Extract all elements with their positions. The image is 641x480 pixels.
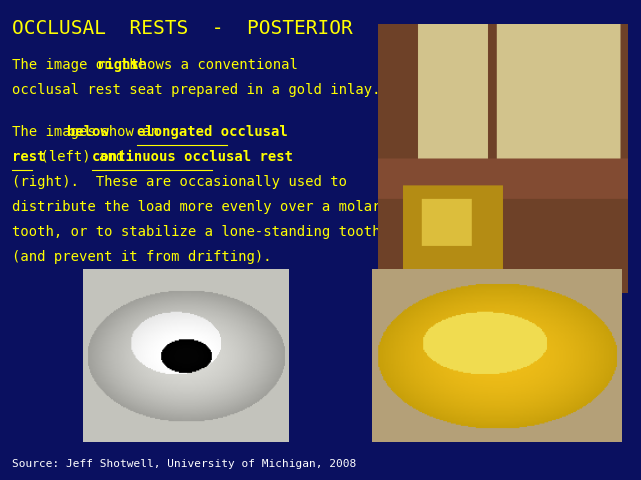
Text: (and prevent it from drifting).: (and prevent it from drifting). (12, 250, 271, 264)
Text: continuous occlusal rest: continuous occlusal rest (92, 150, 292, 164)
Text: right: right (97, 58, 138, 72)
Text: below: below (67, 125, 108, 139)
Text: The image on the: The image on the (12, 58, 154, 72)
Text: OCCLUSAL  RESTS  -  POSTERIOR: OCCLUSAL RESTS - POSTERIOR (12, 19, 353, 38)
Text: elongated occlusal: elongated occlusal (137, 125, 287, 139)
Text: (right).  These are occasionally used to: (right). These are occasionally used to (12, 175, 347, 189)
Text: distribute the load more evenly over a molar: distribute the load more evenly over a m… (12, 200, 380, 214)
Text: Source: Jeff Shotwell, University of Michigan, 2008: Source: Jeff Shotwell, University of Mic… (12, 459, 356, 469)
Text: occlusal rest seat prepared in a gold inlay.: occlusal rest seat prepared in a gold in… (12, 83, 380, 96)
Text: The images: The images (12, 125, 104, 139)
Text: show an: show an (92, 125, 167, 139)
Text: shows a conventional: shows a conventional (122, 58, 297, 72)
Text: (left) and: (left) and (31, 150, 132, 164)
Text: rest: rest (12, 150, 45, 164)
Text: tooth, or to stabilize a lone-standing tooth: tooth, or to stabilize a lone-standing t… (12, 225, 380, 239)
